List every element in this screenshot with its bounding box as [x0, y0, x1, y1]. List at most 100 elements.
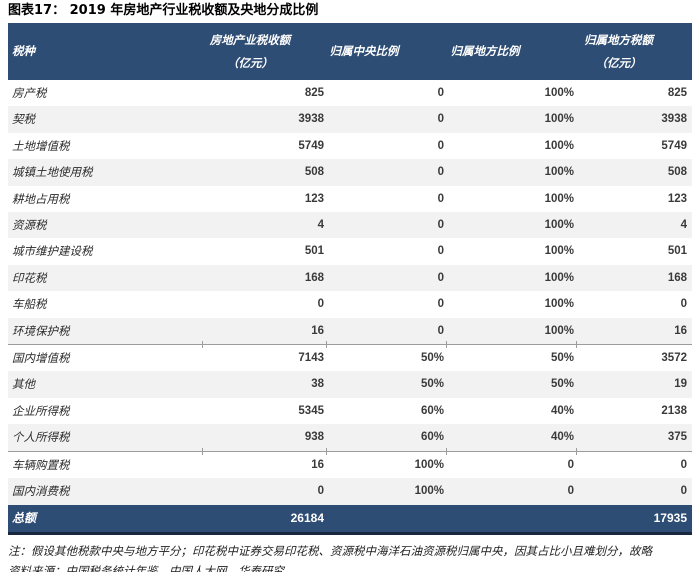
cell-local-amount: 3938	[577, 106, 692, 133]
cell-central-share: 0	[327, 159, 447, 186]
cell-local-amount: 501	[577, 238, 692, 265]
cell-central-share: 0	[327, 264, 447, 292]
cell-local-amount: 0	[577, 291, 692, 318]
cell-tax-amount: 7143	[202, 341, 327, 372]
table-row: 环境保护税 16 0 100% 16	[8, 317, 692, 345]
cell-central-share: 0	[327, 132, 447, 160]
cell-local-amount: 2138	[577, 397, 692, 425]
cell-tax-type: 企业所得税	[8, 397, 203, 425]
cell-central-share: 0	[327, 106, 447, 133]
cell-central-share: 60%	[327, 424, 447, 452]
cell-tax-amount: 16	[203, 317, 327, 345]
total-tax-amount: 26184	[203, 504, 327, 535]
cell-local-share: 0	[446, 448, 577, 479]
cell-central-share: 0	[327, 317, 447, 345]
table-row: 房产税 825 0 100% 825	[8, 80, 692, 107]
cell-central-share: 60%	[327, 397, 447, 425]
cell-tax-amount: 501	[203, 238, 327, 265]
cell-central-share: 0	[327, 80, 447, 107]
table-row: 其他 38 50% 50% 19	[8, 371, 692, 398]
cell-tax-type: 耕地占用税	[8, 185, 203, 213]
col-header-central-share: 归属中央比例	[327, 23, 447, 80]
col-header-re-tax-amount: 房地产业税收额 （亿元）	[203, 23, 327, 80]
cell-local-amount: 4	[577, 212, 692, 239]
cell-local-amount: 0	[577, 478, 692, 505]
cell-tax-amount: 123	[203, 185, 327, 213]
col-header-re-tax-amount-label: 房地产业税收额	[209, 32, 291, 47]
cell-local-share: 100%	[447, 238, 577, 265]
cell-tax-amount: 16	[202, 448, 327, 479]
cell-tax-type: 城市维护建设税	[8, 238, 203, 265]
figure-title: 图表17： 2019 年房地产行业税收额及央地分成比例	[8, 3, 319, 18]
cell-central-share: 0	[327, 291, 447, 318]
cell-local-share: 100%	[447, 132, 577, 160]
cell-tax-type: 房产税	[8, 80, 203, 107]
cell-local-share: 50%	[447, 371, 577, 398]
table-row: 国内增值税 7143 50% 50% 3572	[8, 341, 692, 372]
col-header-local-share-label: 归属地方比例	[450, 44, 520, 58]
table-row: 个人所得税 938 60% 40% 375	[8, 424, 692, 452]
col-header-local-amount-label: 归属地方税额	[584, 32, 653, 47]
table-row: 资源税 4 0 100% 4	[8, 212, 692, 239]
cell-local-share: 50%	[446, 341, 577, 372]
cell-local-amount: 5749	[577, 132, 692, 160]
cell-tax-amount: 3938	[203, 106, 327, 133]
cell-local-amount: 123	[577, 185, 692, 213]
col-header-tax-type-label: 税种	[12, 44, 35, 58]
table-row: 契税 3938 0 100% 3938	[8, 106, 692, 133]
cell-local-amount: 16	[577, 317, 692, 345]
cell-tax-amount: 0	[203, 291, 327, 318]
cell-central-share: 0	[327, 238, 447, 265]
cell-local-amount: 825	[577, 80, 692, 107]
cell-local-share: 100%	[447, 159, 577, 186]
cell-tax-type: 其他	[8, 371, 203, 398]
cell-local-amount: 168	[577, 264, 692, 292]
cell-tax-type: 个人所得税	[8, 424, 203, 452]
table-row: 土地增值税 5749 0 100% 5749	[8, 132, 692, 160]
table-row: 国内消费税 0 100% 0 0	[8, 478, 692, 505]
cell-tax-type: 环境保护税	[8, 317, 203, 345]
col-header-tax-type: 税种	[8, 23, 203, 80]
cell-local-share: 100%	[447, 264, 577, 292]
cell-tax-type: 城镇土地使用税	[8, 159, 203, 186]
cell-tax-type: 国内消费税	[8, 478, 203, 505]
cell-local-share: 100%	[447, 185, 577, 213]
total-central-share	[327, 504, 447, 535]
total-local-amount: 17935	[577, 504, 692, 535]
cell-tax-amount: 168	[203, 264, 327, 292]
cell-local-share: 40%	[447, 424, 577, 452]
cell-local-amount: 3572	[576, 341, 692, 372]
note-text: 注：假设其他税款中央与地方平分；印花税中证券交易印花税、资源税中海洋石油资源税归…	[8, 543, 652, 558]
cell-tax-type: 国内增值税	[8, 344, 203, 372]
cell-tax-amount: 4	[203, 212, 327, 239]
cell-tax-amount: 938	[203, 424, 327, 452]
cell-tax-amount: 0	[203, 478, 327, 505]
cell-tax-type: 车船税	[8, 291, 203, 318]
cell-central-share: 0	[327, 212, 447, 239]
total-local-share	[447, 504, 577, 535]
cell-tax-amount: 5345	[203, 397, 327, 425]
cell-tax-type: 车辆购置税	[8, 450, 203, 479]
cell-local-share: 100%	[447, 80, 577, 107]
table-row: 城市维护建设税 501 0 100% 501	[8, 238, 692, 265]
table-row: 城镇土地使用税 508 0 100% 508	[8, 159, 692, 186]
cell-local-share: 40%	[447, 397, 577, 425]
table-row: 车辆购置税 16 100% 0 0	[8, 448, 692, 479]
table-row: 车船税 0 0 100% 0	[8, 291, 692, 318]
table-row: 企业所得税 5345 60% 40% 2138	[8, 397, 692, 425]
cell-central-share: 100%	[327, 478, 447, 505]
col-header-central-share-label: 归属中央比例	[329, 44, 399, 58]
cell-local-share: 100%	[447, 317, 577, 345]
cell-local-share: 100%	[447, 291, 577, 318]
table-row: 耕地占用税 123 0 100% 123	[8, 185, 692, 213]
source-text: 资料来源：中国税务统计年鉴，中国人大网，华泰研究	[8, 563, 284, 572]
total-label: 总额	[8, 504, 203, 535]
cell-tax-type: 印花税	[8, 264, 203, 292]
cell-local-share: 100%	[447, 106, 577, 133]
total-row: 总额 26184 17935	[8, 504, 692, 535]
cell-tax-type: 土地增值税	[8, 132, 203, 160]
cell-tax-type: 契税	[8, 106, 203, 133]
tax-split-table: 税种 房地产业税收额 （亿元） 归属中央比例 归属地方比例 归属地方税额 （亿元…	[8, 23, 692, 535]
header-row: 税种 房地产业税收额 （亿元） 归属中央比例 归属地方比例 归属地方税额 （亿元…	[8, 23, 692, 80]
col-header-re-tax-amount-unit: （亿元）	[227, 55, 273, 70]
